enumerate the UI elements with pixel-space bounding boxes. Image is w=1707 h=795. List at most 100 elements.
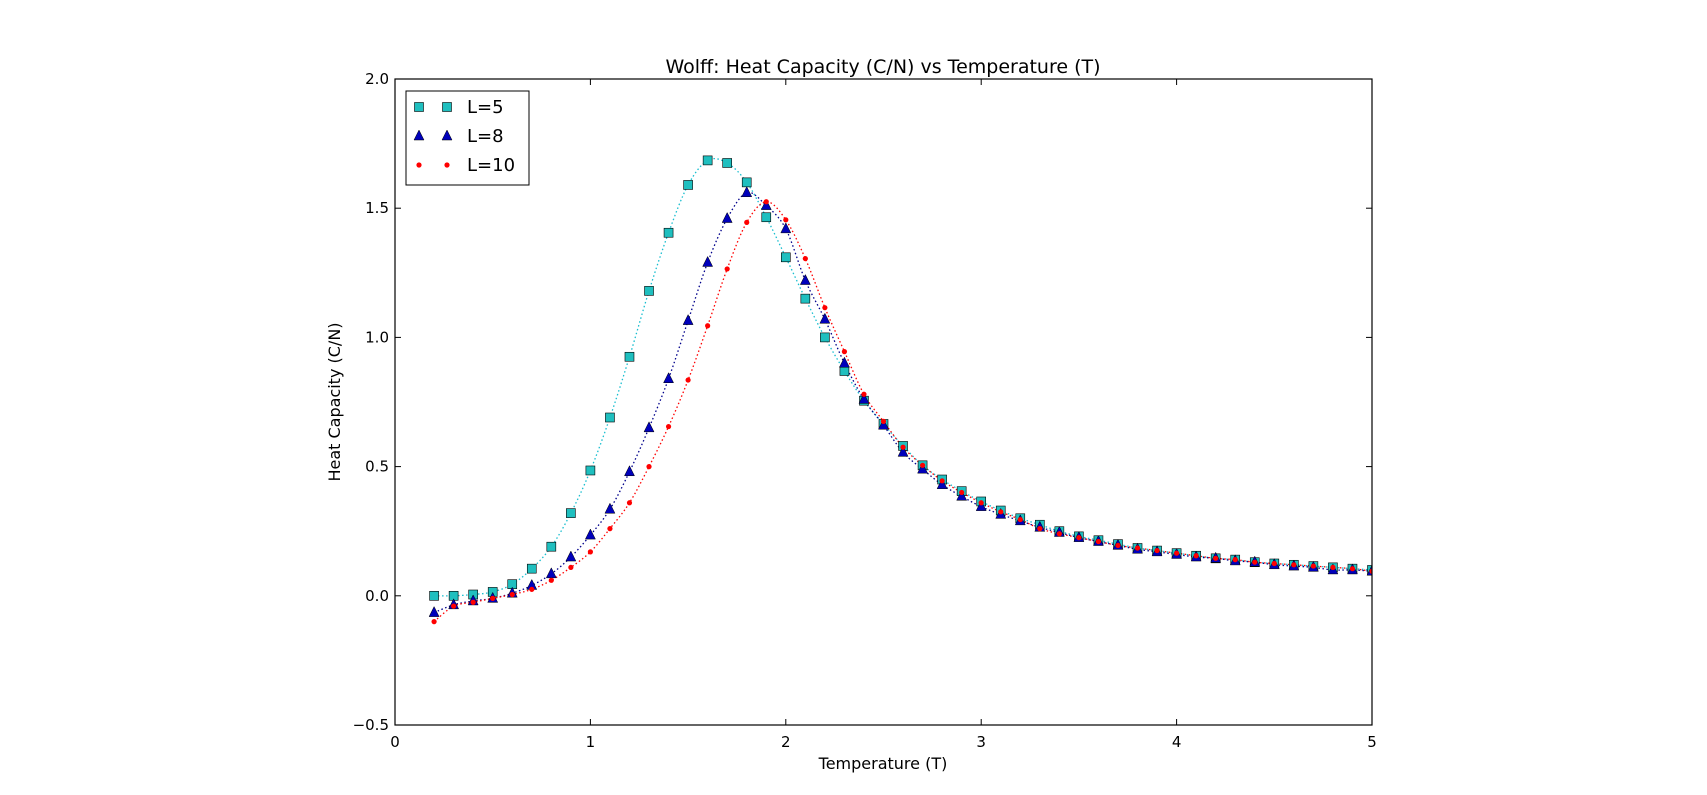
data-point-series-3 bbox=[587, 549, 594, 555]
data-point-series-2 bbox=[604, 502, 616, 514]
series-lines bbox=[433, 157, 1372, 623]
data-point-series-3 bbox=[1213, 555, 1219, 561]
x-tick-label: 3 bbox=[976, 733, 986, 751]
series-line-1 bbox=[434, 157, 1372, 597]
data-point-series-3 bbox=[626, 500, 633, 506]
data-point-series-3 bbox=[1291, 562, 1297, 568]
data-point-series-2 bbox=[565, 550, 577, 562]
data-point-series-1 bbox=[585, 465, 596, 476]
legend: L=5 L=8 L=10 bbox=[405, 90, 530, 186]
legend-label: L=5 bbox=[467, 97, 504, 118]
legend-marker bbox=[444, 162, 450, 168]
data-point-series-1 bbox=[683, 180, 693, 190]
data-point-series-3 bbox=[861, 391, 867, 397]
data-point-series-2 bbox=[428, 606, 440, 617]
axis-ticks: 0 1 2 3 4 5 −0.5 0.0 0.5 1.0 1.5 2.0 bbox=[353, 70, 1377, 751]
data-point-series-3 bbox=[665, 423, 672, 430]
data-point-series-1 bbox=[839, 366, 850, 376]
y-tick-label: −0.5 bbox=[353, 716, 389, 734]
data-point-series-2 bbox=[721, 211, 733, 223]
data-point-series-3 bbox=[705, 323, 711, 329]
data-point-series-2 bbox=[545, 567, 557, 579]
data-point-series-3 bbox=[919, 462, 926, 468]
y-tick-label: 1.0 bbox=[365, 328, 389, 346]
y-tick-label: 1.5 bbox=[365, 199, 389, 217]
data-point-series-3 bbox=[998, 509, 1004, 515]
data-point-series-3 bbox=[880, 418, 887, 424]
data-point-series-1 bbox=[624, 351, 635, 362]
data-point-series-3 bbox=[1076, 535, 1082, 541]
data-point-series-3 bbox=[509, 591, 515, 598]
data-point-series-3 bbox=[470, 599, 476, 605]
data-point-series-2 bbox=[682, 314, 694, 325]
data-point-series-3 bbox=[1095, 538, 1102, 545]
data-point-series-3 bbox=[607, 526, 613, 532]
data-point-series-3 bbox=[431, 619, 437, 625]
y-tick-label: 2.0 bbox=[365, 70, 389, 88]
data-point-series-1 bbox=[702, 155, 713, 166]
data-point-series-1 bbox=[800, 293, 811, 304]
data-point-series-2 bbox=[956, 489, 968, 501]
data-point-series-3 bbox=[1154, 547, 1160, 554]
data-point-series-3 bbox=[1310, 563, 1316, 569]
data-point-series-3 bbox=[959, 489, 965, 496]
legend-marker bbox=[413, 129, 425, 141]
chart-title: Wolff: Heat Capacity (C/N) vs Temperatur… bbox=[665, 56, 1100, 78]
series-markers bbox=[428, 155, 1372, 625]
y-tick-label: 0.0 bbox=[365, 587, 389, 605]
data-point-series-3 bbox=[1134, 545, 1141, 551]
data-point-series-3 bbox=[1232, 557, 1238, 563]
data-point-series-2 bbox=[975, 500, 987, 511]
data-point-series-3 bbox=[1193, 553, 1199, 559]
x-tick-label: 2 bbox=[781, 733, 791, 751]
legend-label: L=8 bbox=[467, 126, 504, 147]
data-point-series-3 bbox=[1369, 568, 1372, 574]
data-point-series-3 bbox=[1037, 526, 1043, 532]
x-tick-label: 5 bbox=[1367, 733, 1377, 751]
data-point-series-2 bbox=[702, 255, 714, 267]
data-point-series-3 bbox=[1349, 566, 1356, 572]
x-tick-label: 1 bbox=[586, 733, 596, 751]
data-point-series-3 bbox=[900, 444, 906, 450]
data-point-series-1 bbox=[566, 508, 576, 518]
data-point-series-1 bbox=[526, 563, 537, 574]
data-point-series-3 bbox=[822, 305, 828, 311]
data-point-series-2 bbox=[917, 462, 928, 474]
legend-marker bbox=[442, 102, 452, 112]
data-point-series-1 bbox=[605, 412, 615, 423]
x-tick-label: 4 bbox=[1172, 733, 1182, 751]
data-point-series-1 bbox=[644, 286, 654, 296]
x-axis-label: Temperature (T) bbox=[818, 754, 948, 773]
data-point-series-2 bbox=[584, 528, 596, 540]
data-point-series-2 bbox=[663, 372, 674, 383]
data-point-series-1 bbox=[780, 252, 791, 263]
data-point-series-3 bbox=[529, 586, 535, 592]
y-axis-label: Heat Capacity (C/N) bbox=[325, 322, 344, 481]
data-point-series-1 bbox=[663, 227, 674, 238]
data-point-series-3 bbox=[548, 577, 554, 583]
data-point-series-2 bbox=[624, 465, 635, 477]
data-point-series-3 bbox=[763, 199, 769, 205]
data-point-series-3 bbox=[783, 217, 789, 223]
data-point-series-3 bbox=[1017, 516, 1023, 523]
data-point-series-2 bbox=[780, 222, 792, 234]
data-point-series-3 bbox=[1252, 559, 1258, 565]
data-point-series-1 bbox=[722, 158, 732, 168]
legend-marker bbox=[416, 162, 422, 168]
data-point-series-3 bbox=[1056, 531, 1062, 537]
data-point-series-3 bbox=[802, 255, 808, 262]
data-point-series-2 bbox=[643, 421, 655, 433]
data-point-series-3 bbox=[939, 478, 945, 484]
y-tick-label: 0.5 bbox=[365, 458, 389, 476]
data-point-series-2 bbox=[858, 392, 870, 404]
data-point-series-2 bbox=[936, 478, 948, 489]
data-point-series-3 bbox=[685, 377, 691, 383]
data-point-series-3 bbox=[744, 219, 750, 226]
data-point-series-3 bbox=[490, 595, 496, 601]
data-point-series-3 bbox=[568, 564, 574, 570]
data-point-series-3 bbox=[451, 603, 457, 609]
data-point-series-2 bbox=[799, 273, 811, 285]
legend-marker bbox=[414, 102, 424, 112]
data-point-series-3 bbox=[1330, 564, 1336, 570]
